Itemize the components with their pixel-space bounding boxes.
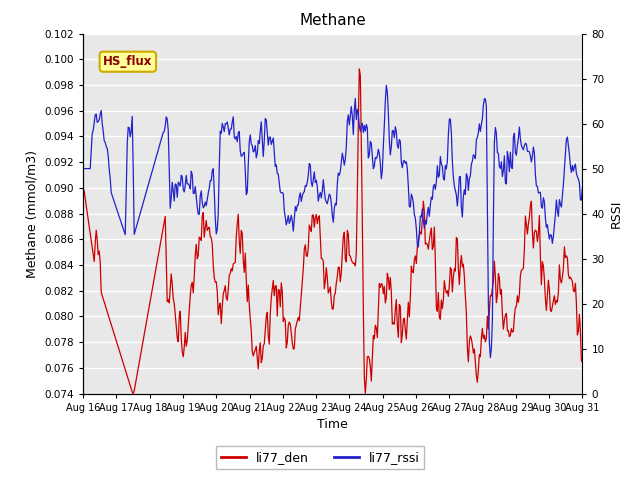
li77_den xyxy=(317,256,325,262)
Line: li77_den: li77_den xyxy=(83,69,582,394)
li77_den xyxy=(321,286,328,291)
li77_rssi xyxy=(79,166,87,171)
Line: li77_rssi: li77_rssi xyxy=(83,85,582,358)
Title: Methane: Methane xyxy=(300,13,366,28)
li77_den xyxy=(351,260,358,266)
li77_rssi xyxy=(568,163,576,168)
li77_rssi xyxy=(349,132,357,137)
li77_rssi xyxy=(490,140,498,146)
Text: HS_flux: HS_flux xyxy=(103,55,152,68)
li77_rssi xyxy=(376,160,384,166)
li77_rssi xyxy=(486,355,494,360)
li77_den xyxy=(490,258,498,264)
li77_den xyxy=(378,282,386,288)
li77_den xyxy=(568,279,576,285)
Legend: li77_den, li77_rssi: li77_den, li77_rssi xyxy=(216,446,424,469)
li77_den xyxy=(579,360,586,365)
X-axis label: Time: Time xyxy=(317,418,348,431)
li77_rssi xyxy=(319,177,327,182)
li77_rssi xyxy=(316,190,324,195)
li77_den xyxy=(355,66,363,72)
li77_rssi xyxy=(579,184,586,190)
li77_den xyxy=(79,185,87,191)
li77_den xyxy=(129,391,137,396)
Y-axis label: Methane (mmol/m3): Methane (mmol/m3) xyxy=(26,150,39,277)
li77_rssi xyxy=(383,83,390,88)
Y-axis label: RSSI: RSSI xyxy=(610,199,623,228)
